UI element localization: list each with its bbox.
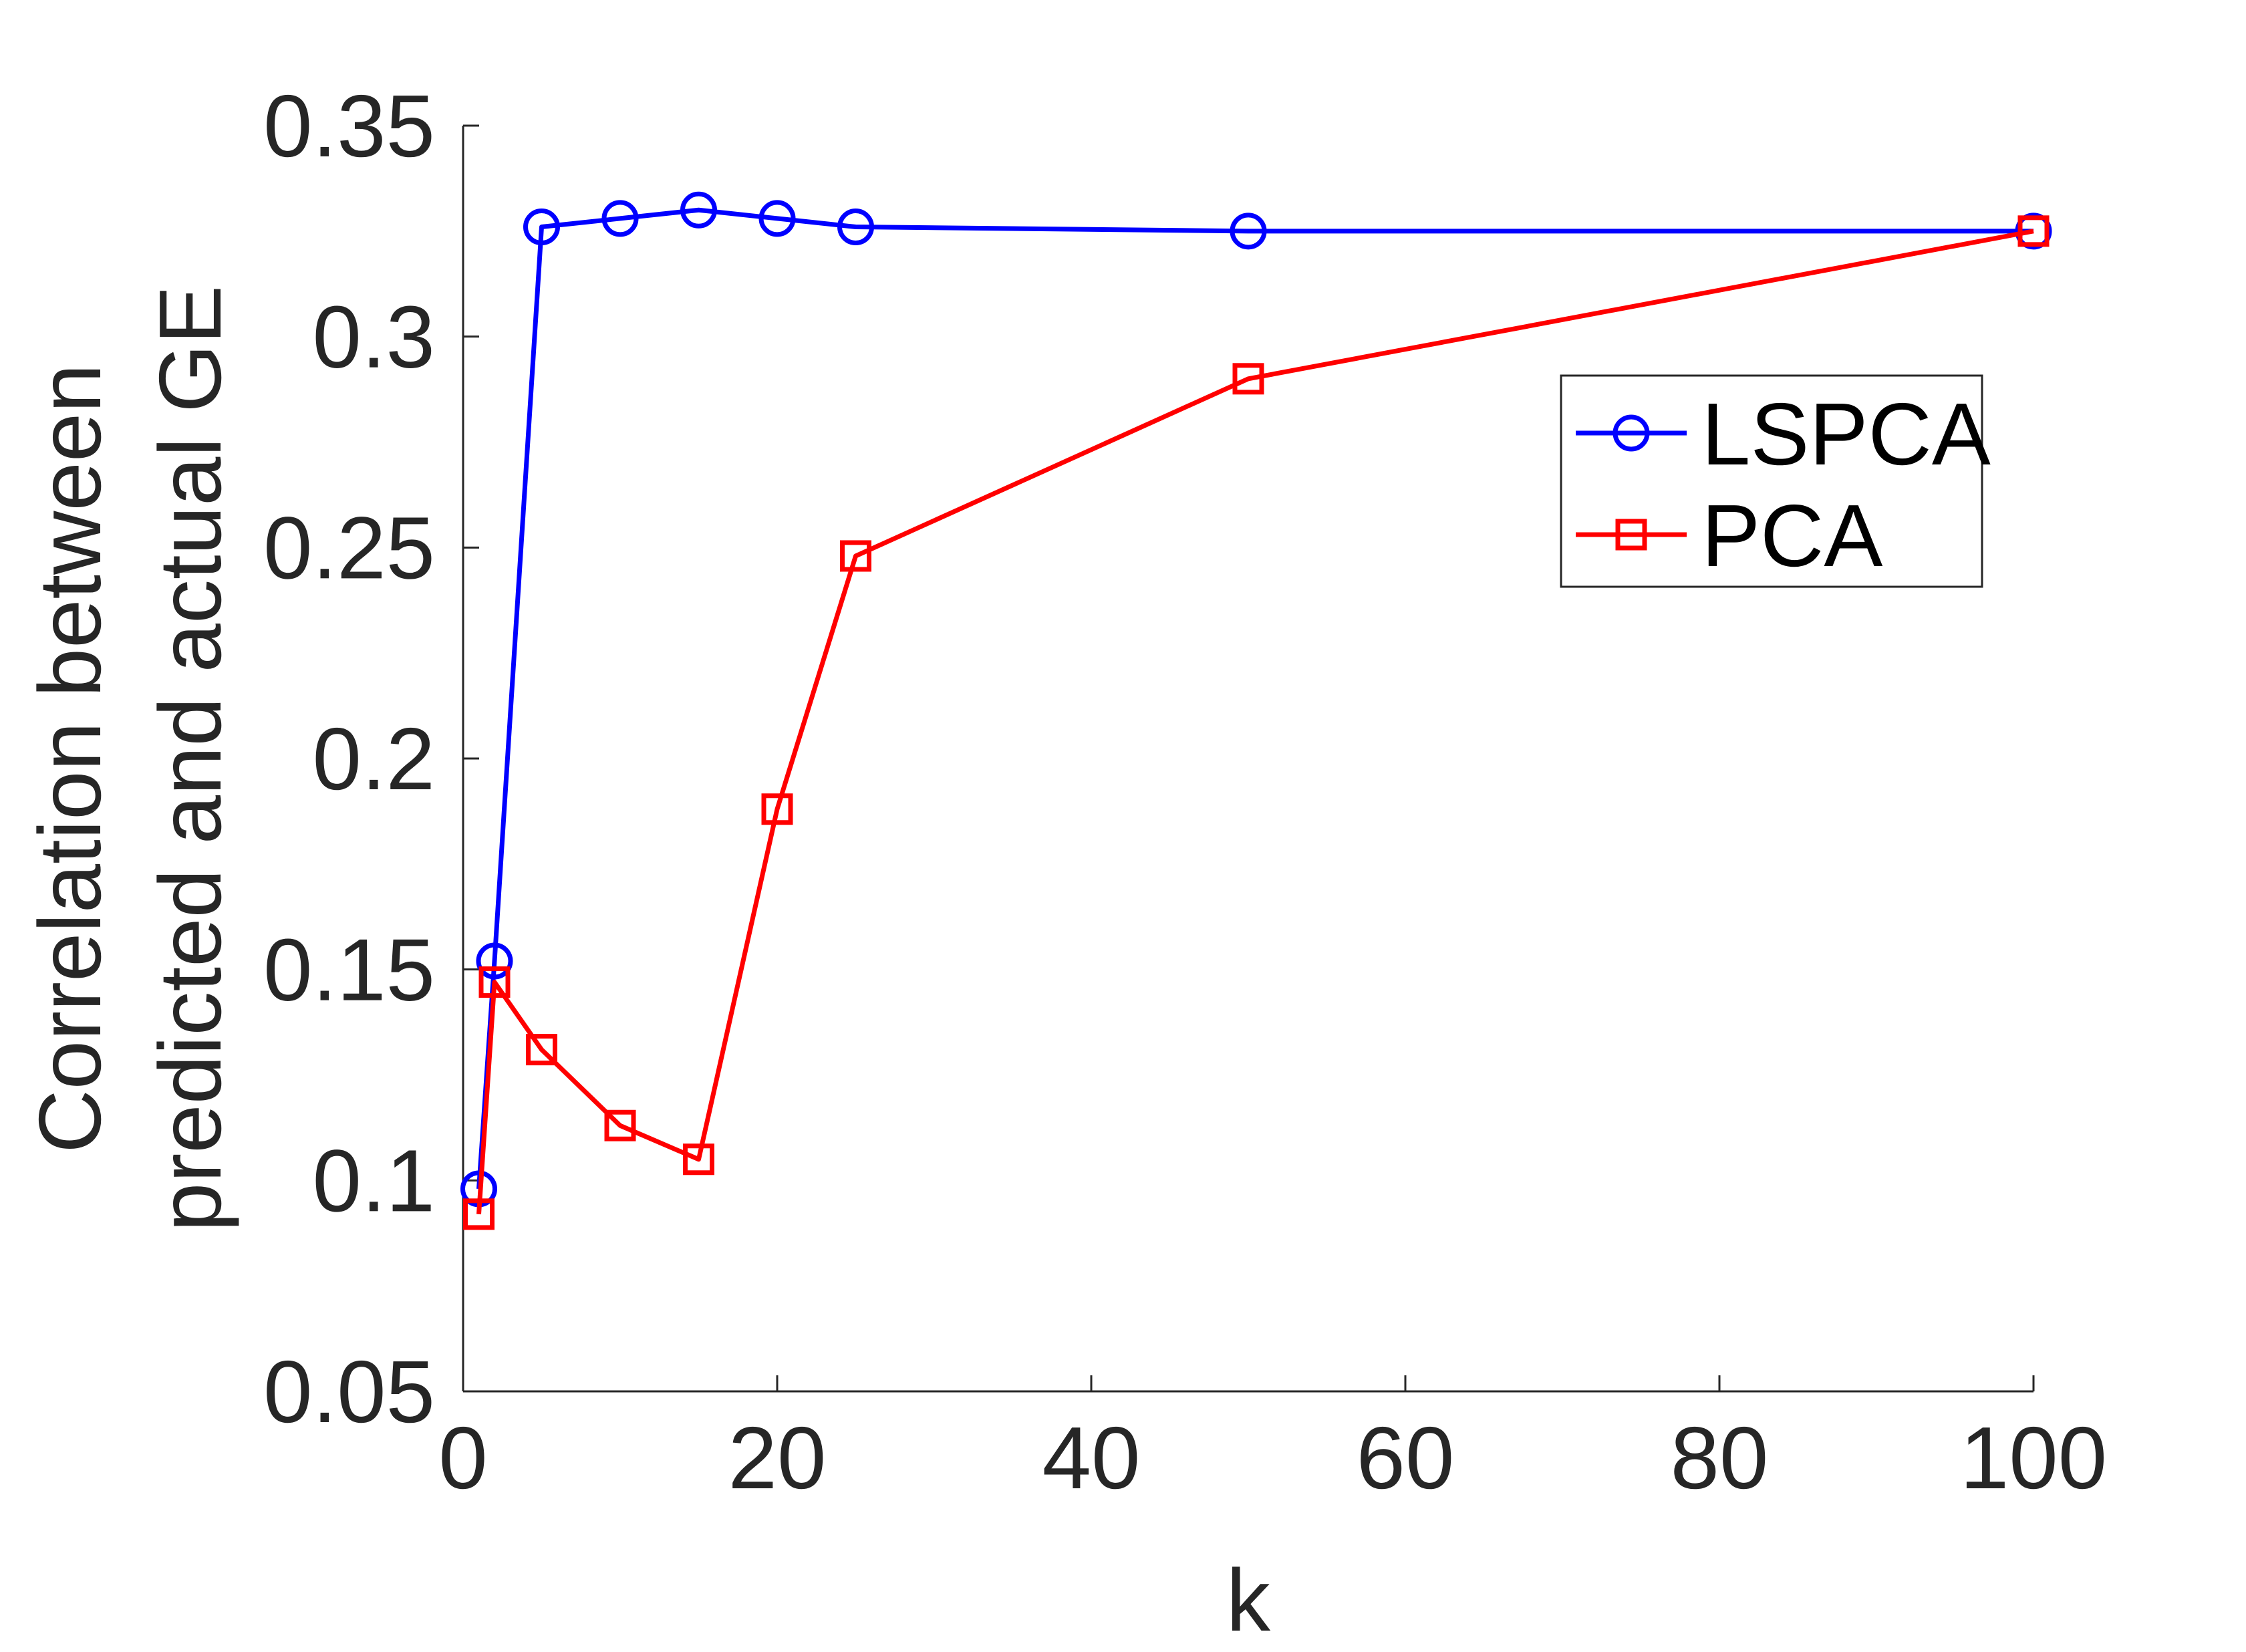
- square-marker: [1615, 519, 1647, 551]
- circle-marker: [837, 209, 874, 246]
- square-marker: [604, 1109, 636, 1141]
- y-tick-label: 0.25: [263, 499, 435, 597]
- y-tick-label: 0.35: [263, 77, 435, 175]
- x-tick-label: 80: [1671, 1409, 1769, 1507]
- square-marker: [463, 1198, 495, 1230]
- circle-marker: [1230, 213, 1267, 250]
- circle-marker: [1612, 414, 1650, 452]
- y-tick-label: 0.2: [313, 710, 436, 808]
- series-line: [476, 229, 2034, 1215]
- y-axis-label: Correlation between predicted and actual …: [21, 285, 239, 1232]
- y-axis-label-line: Correlation between: [21, 364, 119, 1153]
- x-tick-label: 0: [438, 1409, 487, 1507]
- x-tick-label: 60: [1357, 1409, 1455, 1507]
- series-layer: [460, 191, 2052, 1230]
- series-line: [476, 207, 2033, 1190]
- x-axis-label: k: [1226, 1551, 1271, 1649]
- y-axis-label-line: predicted and actual GE: [141, 285, 239, 1232]
- y-tick-label: 0.1: [313, 1131, 436, 1230]
- square-marker: [1232, 363, 1264, 395]
- series-lspca: [460, 191, 2052, 1208]
- circle-marker: [601, 200, 639, 237]
- square-marker: [840, 540, 871, 572]
- series-pca: [463, 215, 2050, 1230]
- circle-marker: [523, 209, 560, 246]
- legend-entry-pca: PCA: [1701, 487, 1882, 585]
- x-tick-label: 100: [1960, 1409, 2107, 1507]
- square-marker: [761, 793, 793, 825]
- legend-entry-lspca: LSPCA: [1701, 385, 1991, 483]
- circle-marker: [476, 942, 513, 980]
- y-tick-label: 0.15: [263, 921, 435, 1019]
- x-tick-label: 20: [728, 1409, 827, 1507]
- square-marker: [683, 1143, 714, 1176]
- y-tick-label: 0.05: [263, 1343, 435, 1441]
- square-marker: [526, 1034, 557, 1066]
- axes: 0 20 40 60 80 100 0.05 0.1 0.15 0.2 0.25 0.3 0.35: [263, 77, 2107, 1507]
- legend-box: [1560, 374, 1983, 588]
- circle-marker: [680, 191, 717, 229]
- y-tick-label: 0.3: [313, 288, 436, 386]
- square-marker: [478, 966, 511, 998]
- circle-marker: [758, 200, 796, 237]
- x-tick-label: 40: [1042, 1409, 1141, 1507]
- circle-marker: [2015, 213, 2052, 250]
- square-marker: [2017, 215, 2050, 247]
